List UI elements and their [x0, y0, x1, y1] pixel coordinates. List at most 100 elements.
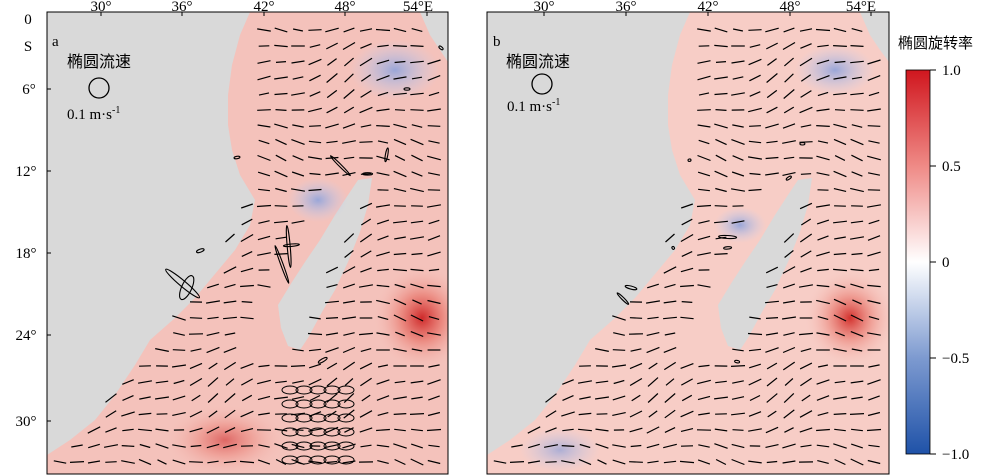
current-tick [376, 125, 390, 127]
current-tick [663, 361, 677, 371]
current-tick [867, 172, 881, 176]
current-tick [411, 428, 423, 432]
current-tick [799, 427, 813, 433]
current-tick [326, 106, 338, 114]
current-tick [241, 394, 253, 402]
tidal-ellipse [403, 87, 411, 91]
current-tick [647, 377, 659, 387]
current-tick [681, 301, 693, 303]
current-tick [748, 156, 762, 160]
current-tick [257, 124, 271, 128]
current-tick [258, 412, 270, 416]
current-tick [223, 266, 237, 274]
current-tick [342, 316, 356, 320]
current-tick [867, 411, 881, 417]
current-tick [393, 396, 407, 400]
neg-rotation-area-b2 [714, 207, 766, 243]
colorbar-tick-label: 0 [942, 255, 950, 271]
current-tick [426, 428, 442, 432]
current-tick [257, 235, 271, 241]
current-tick [850, 138, 864, 146]
current-tick [291, 92, 305, 96]
current-tick [851, 428, 863, 432]
current-tick [376, 395, 390, 401]
current-tick [71, 444, 83, 448]
current-tick [223, 300, 237, 304]
current-tick [290, 188, 306, 192]
current-tick [800, 74, 812, 82]
current-tick [579, 443, 591, 449]
current-tick [155, 443, 169, 449]
current-tick [308, 156, 322, 160]
current-tick [275, 138, 287, 146]
current-tick [410, 380, 424, 384]
current-tick [189, 427, 203, 433]
current-tick [427, 155, 441, 161]
current-tick [325, 266, 339, 274]
current-tick [680, 410, 694, 418]
current-tick [257, 284, 271, 288]
current-tick [274, 253, 288, 255]
tidal-ellipse [734, 359, 741, 364]
current-tick [850, 314, 864, 322]
current-tick [867, 459, 881, 465]
sea-panel-b [487, 12, 889, 474]
current-tick [224, 393, 236, 403]
current-tick [173, 332, 185, 336]
current-tick [629, 317, 643, 319]
current-tick [732, 348, 744, 352]
current-tick [241, 301, 253, 303]
current-tick [833, 92, 847, 96]
current-tick [428, 91, 440, 97]
current-tick [749, 363, 761, 369]
tidal-ellipse [362, 172, 374, 176]
current-tick [833, 138, 847, 146]
current-tick [850, 187, 864, 193]
current-tick [291, 60, 305, 64]
current-tick [562, 379, 574, 385]
current-tick [412, 299, 422, 305]
current-tick [577, 380, 593, 384]
current-tick [579, 396, 591, 400]
current-tick [783, 233, 795, 243]
x-axis-b: 30° 36° 42° 48° 54°E [534, 0, 876, 16]
current-tick [714, 170, 728, 178]
current-tick [595, 348, 609, 352]
current-tick [309, 125, 321, 127]
current-tick [646, 346, 660, 354]
current-tick [663, 460, 677, 464]
current-tick [343, 332, 355, 336]
current-tick [715, 380, 727, 384]
current-tick [696, 204, 712, 208]
current-tick [342, 172, 356, 176]
current-tick [377, 460, 389, 464]
current-tick [561, 411, 575, 417]
current-tick [427, 75, 441, 81]
current-tick [223, 460, 237, 464]
current-tick [681, 218, 693, 226]
current-tick [427, 235, 441, 241]
current-tick [817, 412, 829, 416]
current-tick [189, 362, 203, 370]
current-tick [257, 171, 271, 177]
current-tick [748, 188, 762, 192]
current-tick [223, 443, 237, 449]
current-tick [360, 90, 372, 98]
tidal-ellipse [723, 246, 733, 250]
current-tick [225, 378, 235, 386]
tidal-ellipse-small [309, 385, 327, 395]
current-tick [359, 202, 373, 210]
y-tick-s: S [24, 39, 32, 55]
current-tick [817, 44, 829, 48]
colorbar-ticks: 1.0 0.5 0 −0.5 −1.0 [930, 63, 969, 463]
current-tick [410, 331, 424, 337]
current-tick [849, 236, 865, 240]
current-tick [326, 377, 338, 387]
current-tick [749, 91, 761, 97]
current-tick [343, 89, 355, 99]
current-tick [394, 458, 406, 466]
current-tick [714, 27, 728, 33]
current-tick [394, 109, 406, 111]
current-tick [189, 317, 203, 319]
tidal-ellipse-small [281, 427, 299, 437]
